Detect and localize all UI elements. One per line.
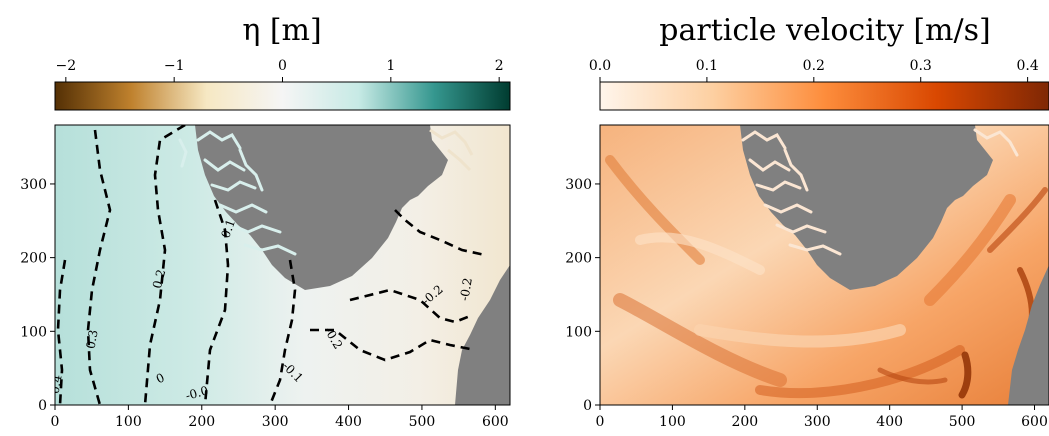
velocity-x-tick-label: 100 xyxy=(659,414,686,430)
eta-contour-label: 0.3 xyxy=(84,329,101,350)
eta-y-tick-label: 100 xyxy=(20,324,47,340)
eta-colorbar-tick-label: −1 xyxy=(164,58,185,74)
eta-land-east xyxy=(455,265,510,405)
eta-land xyxy=(195,125,510,290)
eta-contour-label: 0.2 xyxy=(150,268,168,290)
eta-colorbar-tick-label: 2 xyxy=(495,58,504,74)
eta-contour-label: 0.4 xyxy=(48,373,65,395)
velocity-map xyxy=(600,125,1049,405)
eta-colorbar xyxy=(54,81,511,111)
eta-y-tick-label: 300 xyxy=(20,177,47,193)
eta-x-tick-label: 400 xyxy=(335,414,362,430)
velocity-streaks xyxy=(605,155,1048,399)
eta-contour-label: -0.2 xyxy=(457,277,475,302)
eta-river-east xyxy=(429,128,474,172)
eta-colorbar-ticks: −2 −1 0 1 2 xyxy=(56,58,504,82)
velocity-colorbar-tick-label: 0.2 xyxy=(803,58,825,74)
eta-x-tick-label: 100 xyxy=(115,414,142,430)
velocity-colorbar-tick-label: 0.4 xyxy=(1016,58,1038,74)
eta-x-tick-label: 300 xyxy=(262,414,289,430)
velocity-x-tick-label: 0 xyxy=(596,414,605,430)
velocity-fjords xyxy=(741,128,1019,256)
velocity-colorbar-title: particle velocity [m/s] xyxy=(659,13,990,48)
eta-map: 0.40.30.20.10-0.0-0.1-0.2-0.2 -0.2 xyxy=(48,125,510,405)
velocity-x-tick-label: 500 xyxy=(949,414,976,430)
velocity-axes-ticks: 0 100 200 300 400 500 600 0 100 200 300 xyxy=(565,177,1048,430)
eta-axes-ticks: 0 100 200 300 400 500 600 0 100 200 300 xyxy=(20,177,508,430)
eta-fjords xyxy=(178,130,297,256)
velocity-y-tick-label: 300 xyxy=(565,177,592,193)
velocity-colorbar xyxy=(599,81,1049,111)
velocity-x-tick-label: 600 xyxy=(1021,414,1048,430)
velocity-colorbar-tick-label: 0.1 xyxy=(696,58,718,74)
eta-y-tick-label: 200 xyxy=(20,251,47,267)
eta-contour-label: -0.0 xyxy=(184,383,210,403)
eta-x-tick-label: 500 xyxy=(409,414,436,430)
eta-colorbar-title: η [m] xyxy=(242,13,321,48)
eta-y-tick-label: 0 xyxy=(38,398,47,414)
velocity-axes-frame xyxy=(599,124,1049,406)
eta-x-tick-label: 200 xyxy=(188,414,215,430)
velocity-land-east xyxy=(1008,265,1049,405)
velocity-colorbar-tick-label: 0.3 xyxy=(910,58,932,74)
eta-x-tick-label: 600 xyxy=(482,414,509,430)
eta-colorbar-tick-label: 0 xyxy=(278,58,287,74)
eta-colorbar-tick-label: −2 xyxy=(56,58,77,74)
velocity-colorbar-ticks: 0.0 0.1 0.2 0.3 0.4 xyxy=(589,58,1039,82)
velocity-y-tick-label: 200 xyxy=(565,251,592,267)
eta-x-tick-label: 0 xyxy=(51,414,60,430)
velocity-x-tick-label: 300 xyxy=(804,414,831,430)
velocity-panel: particle velocity [m/s] 0.0 0.1 0.2 0.3 0.4 xyxy=(565,13,1049,430)
velocity-y-tick-label: 100 xyxy=(565,324,592,340)
velocity-x-tick-label: 200 xyxy=(731,414,758,430)
eta-axes-frame xyxy=(54,124,511,406)
velocity-y-tick-label: 0 xyxy=(583,398,592,414)
velocity-x-tick-label: 400 xyxy=(876,414,903,430)
eta-colorbar-tick-label: 1 xyxy=(386,58,395,74)
velocity-colorbar-tick-label: 0.0 xyxy=(589,58,611,74)
eta-contour-label: 0.1 xyxy=(218,217,238,240)
eta-contours xyxy=(56,125,486,405)
eta-panel: η [m] −2 −1 0 1 2 xyxy=(20,13,511,430)
